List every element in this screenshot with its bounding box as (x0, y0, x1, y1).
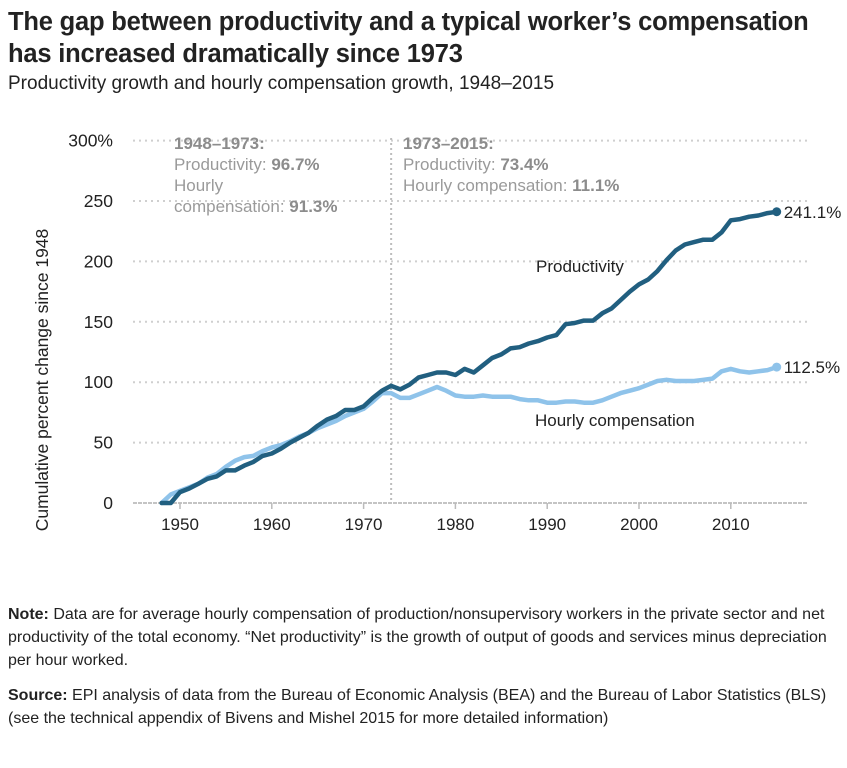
y-tick-label: 100 (84, 372, 113, 392)
series-label-compensation: Hourly compensation (535, 411, 695, 430)
y-axis-ticks: 0 50 100 150 200 250 300% (68, 131, 113, 513)
annotation-value: 11.1% (572, 176, 619, 195)
note-label: Note: (8, 606, 49, 623)
x-tick-label: 2000 (620, 515, 658, 534)
series-line-productivity (159, 209, 779, 506)
period-annotations: 1948–1973: Productivity: 96.7% Hourly compe… (174, 134, 619, 216)
annotation-label: Productivity: (403, 155, 500, 174)
y-tick-label: 250 (84, 191, 113, 211)
x-tick-label: 1970 (345, 515, 383, 534)
annotation-1948-1973: 1948–1973: Productivity: 96.7% Hourly compe… (174, 134, 338, 216)
y-tick-label: 50 (94, 433, 114, 453)
annotation-label: Productivity: (174, 155, 271, 174)
annotation-label: compensation: (174, 197, 289, 216)
series-label-productivity: Productivity (536, 257, 624, 276)
x-tick-label: 2010 (712, 515, 750, 534)
x-tick-label: 1990 (528, 515, 566, 534)
chart-subtitle: Productivity growth and hourly compensat… (8, 73, 555, 94)
y-tick-label: 150 (84, 312, 113, 332)
annotation-line: Hourly (174, 176, 224, 195)
note-text: Data are for average hourly compensation… (8, 606, 827, 669)
chart-note: Note: Data are for average hourly compen… (8, 603, 838, 672)
annotation-label: Hourly compensation: (403, 176, 572, 195)
end-label-productivity: 241.1% (784, 203, 842, 222)
y-tick-label: 200 (84, 251, 113, 271)
annotation-line: Productivity: 96.7% (174, 155, 320, 174)
annotation-value: 91.3% (289, 197, 337, 216)
annotation-value: 96.7% (271, 155, 319, 174)
annotation-period: 1973–2015: (403, 134, 494, 153)
annotation-line: Hourly compensation: 11.1% (403, 176, 619, 195)
annotation-period: 1948–1973: (174, 134, 265, 153)
end-label-hourly-compensation: 112.5% (784, 358, 840, 377)
y-axis-label: Cumulative percent change since 1948 (32, 229, 52, 532)
line-chart: 0 50 100 150 200 250 300% 1950 1960 1970 1980 1990… (32, 131, 842, 534)
chart-source: Source: EPI analysis of data from the Bu… (8, 684, 838, 730)
annotation-line: compensation: 91.3% (174, 197, 338, 216)
annotation-value: 73.4% (500, 155, 548, 174)
data-series: 112.5% 241.1% (159, 203, 842, 506)
end-point-hourly-compensation (772, 362, 782, 372)
x-axis: 1950 1960 1970 1980 1990 2000 2010 (133, 502, 807, 534)
chart-title: The gap between productivity and a typic… (8, 8, 809, 68)
annotation-1973-2015: 1973–2015: Productivity: 73.4% Hourly comp… (403, 134, 619, 195)
annotation-line: Productivity: 73.4% (403, 155, 549, 174)
source-text: EPI analysis of data from the Bureau of … (8, 687, 827, 727)
gridlines (133, 138, 807, 503)
y-tick-label: 300% (68, 131, 113, 151)
x-tick-label: 1960 (253, 515, 291, 534)
end-point-productivity (772, 207, 782, 217)
series-line-hourly-compensation (159, 364, 779, 506)
x-tick-label: 1980 (436, 515, 474, 534)
source-label: Source: (8, 687, 68, 704)
y-tick-label: 0 (103, 493, 113, 513)
x-tick-label: 1950 (161, 515, 199, 534)
annotation-label: Hourly (174, 176, 224, 195)
